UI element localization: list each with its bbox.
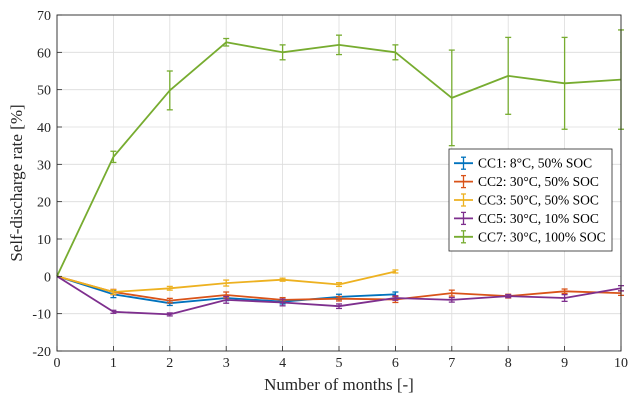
y-tick-label: 50	[37, 84, 51, 99]
series-line	[56, 275, 622, 302]
y-tick-label: 10	[37, 233, 51, 248]
x-tick-label: 2	[166, 356, 173, 371]
y-axis-label: Self-discharge rate [%]	[7, 104, 26, 261]
y-tick-label: 40	[37, 121, 51, 136]
legend-entry: CC5: 30°C, 10% SOC	[454, 211, 599, 226]
legend-label: CC3: 50°C, 50% SOC	[478, 193, 599, 208]
series-line	[56, 270, 396, 293]
x-tick-label: 6	[392, 356, 399, 371]
y-tick-label: -10	[32, 308, 51, 323]
x-tick-label: 10	[614, 356, 628, 371]
x-tick-label: 9	[561, 356, 568, 371]
x-tick-label: 5	[336, 356, 343, 371]
plot-series	[56, 29, 624, 317]
legend-label: CC1: 8°C, 50% SOC	[478, 156, 592, 171]
legend-label: CC7: 30°C, 100% SOC	[478, 229, 606, 244]
tick-labels: 0 1 2 3 4 5 6 7 8 9 10 -20 -10 0 10 20 30 40 50 60 70	[32, 9, 628, 371]
x-tick-label: 3	[223, 356, 230, 371]
legend-entry: CC1: 8°C, 50% SOC	[454, 156, 592, 171]
series-line	[56, 41, 622, 277]
legend-box	[448, 148, 613, 252]
x-axis-label: Number of months [-]	[264, 375, 414, 394]
legend-label: CC2: 30°C, 50% SOC	[478, 174, 599, 189]
legend-entry: CC7: 30°C, 100% SOC	[454, 229, 606, 244]
y-tick-label: 0	[44, 270, 51, 285]
legend: CC1: 8°C, 50% SOC CC2: 30°C, 50% SOC CC3: …	[448, 148, 613, 252]
y-tick-label: -20	[32, 345, 51, 360]
series-3	[56, 269, 399, 295]
x-tick-label: 7	[448, 356, 455, 371]
x-tick-label: 4	[279, 356, 286, 371]
legend-entries: CC1: 8°C, 50% SOC CC2: 30°C, 50% SOC CC3: …	[454, 156, 606, 244]
legend-entry: CC2: 30°C, 50% SOC	[454, 174, 599, 189]
y-tick-label: 70	[37, 9, 51, 24]
y-tick-label: 30	[37, 158, 51, 173]
y-tick-label: 60	[37, 46, 51, 61]
series-line	[56, 275, 622, 316]
x-tick-label: 8	[505, 356, 512, 371]
legend-entry: CC3: 50°C, 50% SOC	[454, 193, 599, 208]
legend-label: CC5: 30°C, 10% SOC	[478, 211, 599, 226]
x-tick-label: 1	[110, 356, 117, 371]
y-tick-label: 20	[37, 196, 51, 211]
x-tick-label: 0	[54, 356, 61, 371]
